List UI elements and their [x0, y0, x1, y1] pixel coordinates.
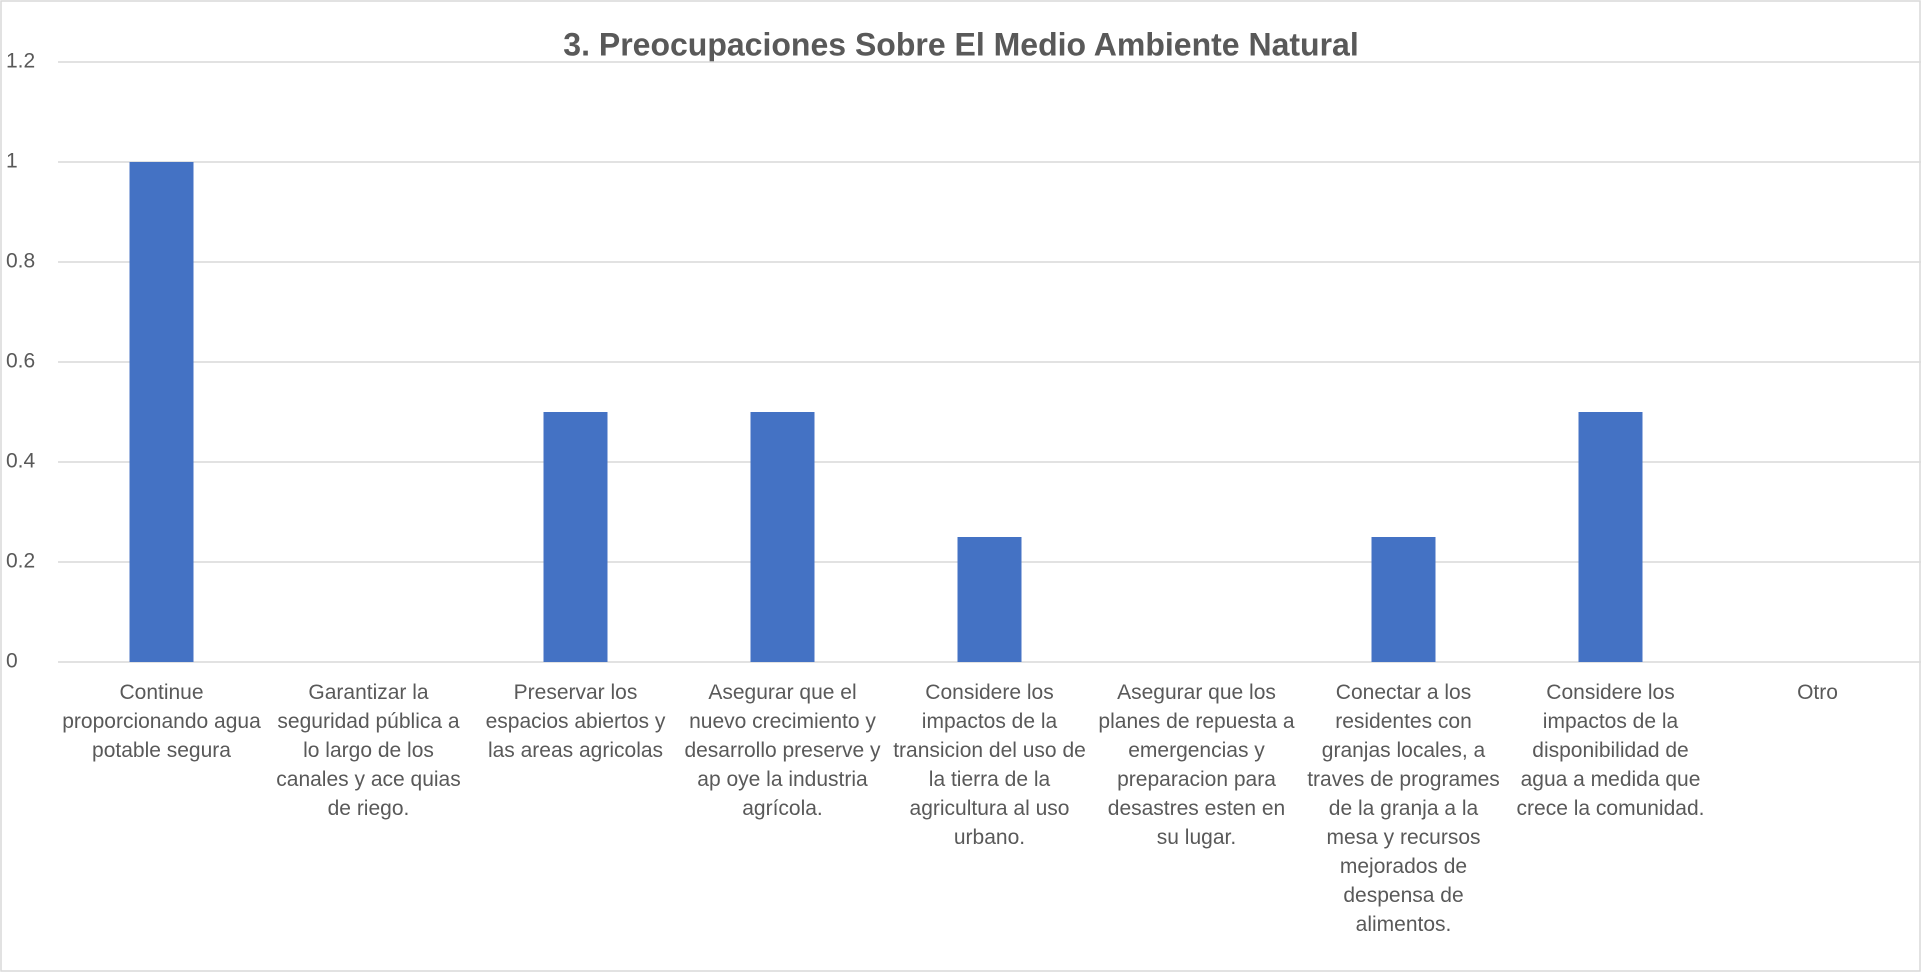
y-tick-label: 0.8: [6, 250, 35, 273]
x-tick-label: Preservar los espacios abiertos y las area…: [486, 681, 666, 762]
x-tick-label: Asegurar que el nuevo crecimiento y desarr…: [684, 681, 881, 820]
bar: [129, 162, 194, 662]
y-tick-label: 0.6: [6, 350, 35, 373]
bar: [957, 537, 1022, 662]
bar: [1578, 412, 1643, 662]
y-tick-label: 0: [6, 650, 18, 673]
bar: [750, 412, 815, 662]
x-tick-label: Otro: [1797, 681, 1838, 704]
x-tick-label: Conectar a los residentes con granjas loca…: [1307, 681, 1500, 936]
x-tick-label: Continue proporcionando agua potable segur…: [62, 681, 261, 762]
y-tick-label: 1.2: [6, 50, 35, 73]
bar: [543, 412, 608, 662]
chart-title: 3. Preocupaciones Sobre El Medio Ambient…: [563, 26, 1358, 62]
y-tick-label: 0.4: [6, 450, 36, 473]
x-tick-label: Considere los impactos de la transicion de…: [893, 681, 1086, 849]
y-tick-label: 1: [6, 150, 18, 173]
y-tick-label: 0.2: [6, 550, 35, 573]
bar: [1371, 537, 1436, 662]
x-tick-label: Garantizar la seguridad pública a lo largo…: [276, 681, 460, 820]
x-tick-label: Asegurar que los planes de repuesta a emer…: [1098, 681, 1294, 849]
x-tick-label: Considere los impactos de la disponibilida…: [1517, 681, 1705, 820]
